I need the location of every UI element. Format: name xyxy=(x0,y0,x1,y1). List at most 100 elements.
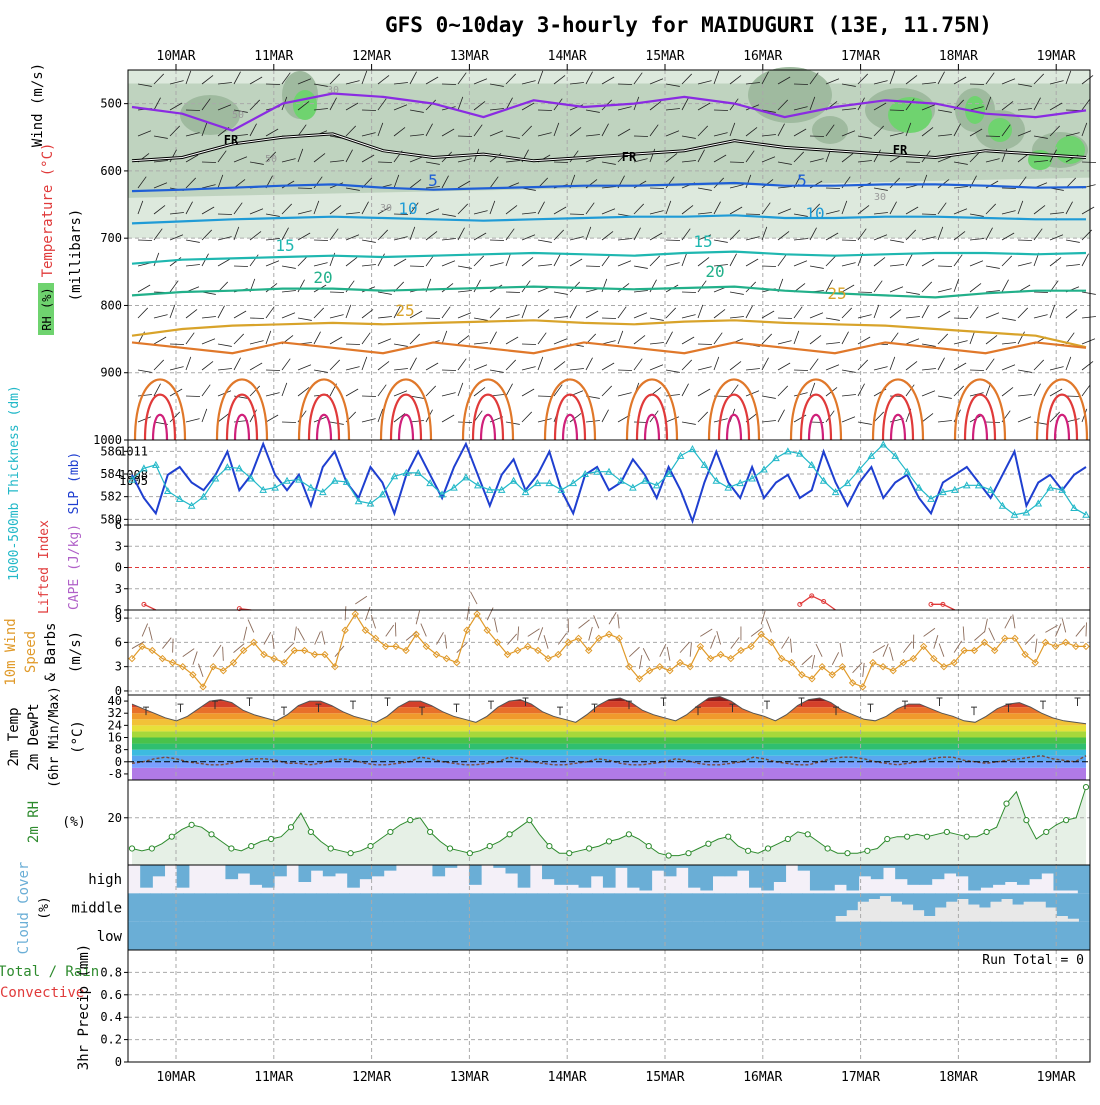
upper-wind-barb xyxy=(906,339,919,344)
upper-wind-barb xyxy=(586,358,593,370)
upper-wind-barb xyxy=(778,363,790,370)
isotherm-30 xyxy=(381,379,431,440)
cloud-cell-high xyxy=(335,865,348,874)
cloud-cell-gap xyxy=(913,910,925,921)
upper-wind-barb xyxy=(362,333,370,344)
upper-wind-barb xyxy=(858,315,872,318)
cloud-cell-low xyxy=(228,922,240,950)
wind-axis-label-2: Speed xyxy=(23,631,39,673)
upper-wind-barb xyxy=(378,317,392,318)
cloud-cell-low xyxy=(338,922,350,950)
cloud-cell-middle xyxy=(194,893,206,921)
contour-label: 15 xyxy=(275,236,294,255)
wind-barb xyxy=(903,642,912,653)
cloud-cell-middle xyxy=(515,893,527,921)
upper-wind-barb xyxy=(682,315,696,318)
temp-axis-label: Temperature (°C) xyxy=(40,143,56,278)
rh-point xyxy=(706,841,711,846)
precip-axis-label: 3hr Precip (mm) xyxy=(76,944,92,1070)
cloud-cell-middle xyxy=(1035,893,1047,902)
top-date-label: 13MAR xyxy=(450,49,489,64)
isotherm-40 xyxy=(399,415,413,440)
cloud-cell-middle xyxy=(150,893,162,921)
upper-wind-barb xyxy=(810,335,821,344)
cloud-cell-high xyxy=(1078,865,1091,893)
cloud-cell-high xyxy=(907,865,920,885)
upper-wind-barb xyxy=(842,395,856,396)
cloud-cell-gap xyxy=(1002,899,1014,922)
wind-barb xyxy=(494,619,497,633)
upper-wind-barb xyxy=(362,240,376,242)
upper-wind-barb xyxy=(186,240,200,242)
upper-wind-barb xyxy=(618,331,623,344)
upper-wind-barb xyxy=(522,257,533,266)
upper-wind-barb xyxy=(218,369,232,370)
cloud-cell-middle xyxy=(603,893,615,921)
cloud-cell-low xyxy=(360,922,372,950)
cloud-cell-low xyxy=(780,922,792,950)
wind-barb xyxy=(1025,634,1035,644)
rh-point xyxy=(686,851,691,856)
cloud-cell-low xyxy=(316,922,328,950)
upper-wind-barb xyxy=(186,419,200,422)
cloud-cell-low xyxy=(747,922,759,950)
upper-wind-barb xyxy=(1050,305,1055,318)
bottom-date-label: 15MAR xyxy=(645,1070,684,1085)
isotherm-35 xyxy=(309,395,339,440)
cloud-cell-low xyxy=(382,922,394,950)
cloud-cell-high xyxy=(810,865,823,891)
cloud-cell-high xyxy=(932,865,945,879)
slp-frame xyxy=(128,440,1090,525)
wind-frame xyxy=(128,610,1090,695)
upper-wind-barb xyxy=(346,257,357,266)
cloud-cell-low xyxy=(769,922,781,950)
upper-tick-label: 800 xyxy=(100,298,122,312)
wind-barb xyxy=(213,645,221,657)
cloud-cell-low xyxy=(1002,922,1014,950)
upper-wind-barb xyxy=(890,287,903,292)
upper-wind-barb xyxy=(298,318,312,320)
upper-wind-barb xyxy=(1050,367,1064,370)
wind-barb xyxy=(162,638,171,649)
temp-band xyxy=(128,738,1090,744)
rh-area xyxy=(132,787,1086,865)
rh-shade-mid xyxy=(128,83,1090,197)
cloud-cell-low xyxy=(637,922,649,950)
rh-point xyxy=(726,834,731,839)
temp-axis-label-3: (6hr Min/Max) xyxy=(47,686,62,788)
cloud-cell-middle xyxy=(714,893,726,921)
temp-minmax-marker xyxy=(488,701,494,709)
cloud-cell-middle xyxy=(836,893,848,916)
upper-wind-barb xyxy=(282,383,287,396)
cloud-cell-low xyxy=(128,922,140,950)
bottom-date-label: 11MAR xyxy=(254,1070,293,1085)
upper-wind-barb xyxy=(1002,318,1016,320)
top-date-label: 11MAR xyxy=(254,49,293,64)
wind-barb xyxy=(863,663,864,677)
upper-wind-barb xyxy=(314,263,328,266)
upper-wind-barb xyxy=(842,417,855,422)
cloud-cell-middle xyxy=(228,893,240,921)
cloud-cell-low xyxy=(493,922,505,950)
cloud-cell-low xyxy=(858,922,870,950)
upper-wind-barb xyxy=(634,291,648,292)
cloud-cell-high xyxy=(518,865,531,888)
bottom-date-label: 10MAR xyxy=(156,1070,195,1085)
upper-wind-barb xyxy=(762,396,776,398)
wind-axis-label-3: & Barbs xyxy=(43,622,59,681)
rh-point xyxy=(269,836,274,841)
upper-wind-barb xyxy=(650,343,664,344)
upper-wind-barb xyxy=(826,256,836,266)
cloud-cell-high xyxy=(871,865,884,879)
cloud-cell-low xyxy=(957,922,969,950)
isotherm-40 xyxy=(973,415,987,440)
upper-wind-barb xyxy=(794,307,802,318)
upper-wind-barb xyxy=(538,309,549,318)
cloud-cell-low xyxy=(1068,922,1080,950)
cloud-cell-high xyxy=(1005,865,1018,882)
cloud-cell-low xyxy=(670,922,682,950)
wind-barb xyxy=(248,620,254,633)
